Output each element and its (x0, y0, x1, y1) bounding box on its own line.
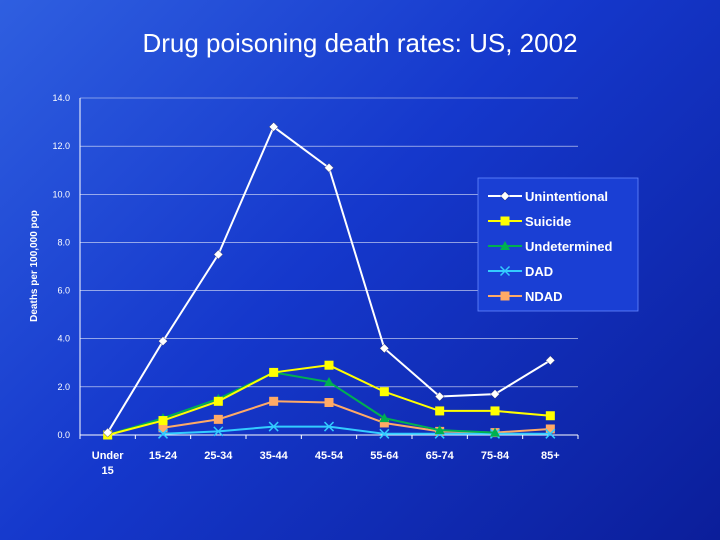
data-point (500, 191, 510, 201)
data-point (269, 367, 279, 377)
series-unintentional (102, 122, 556, 438)
series-line (107, 371, 496, 436)
y-tick-label: 10.0 (52, 189, 70, 199)
data-point (324, 398, 334, 408)
data-point (158, 416, 168, 426)
legend-entry: NDAD (488, 289, 563, 304)
data-point-stroke (379, 428, 390, 439)
data-point (545, 355, 556, 366)
legend-entry: Unintentional (488, 189, 608, 204)
legend-label: Undetermined (525, 239, 612, 254)
y-tick-label: 6.0 (57, 286, 70, 296)
data-point (434, 425, 445, 435)
legend-label: NDAD (525, 289, 563, 304)
data-point (213, 396, 223, 406)
data-point (213, 249, 224, 260)
data-point (500, 241, 510, 250)
y-tick-label: 12.0 (52, 141, 70, 151)
data-point (102, 427, 113, 438)
y-tick-label: 4.0 (57, 334, 70, 344)
data-point (268, 122, 279, 132)
data-point (379, 387, 389, 397)
y-tick-label: 14.0 (52, 93, 70, 103)
legend-entry: Undetermined (488, 239, 612, 254)
data-point (500, 216, 510, 226)
data-point (324, 360, 334, 370)
data-point (500, 291, 510, 301)
data-point-stroke (268, 421, 279, 432)
y-tick-label: 2.0 (57, 382, 70, 392)
legend-entry: Suicide (488, 214, 571, 229)
x-tick-label: 85+ (541, 450, 560, 462)
data-point (434, 391, 445, 402)
data-point (379, 428, 390, 439)
series-lines (102, 122, 556, 440)
data-point (213, 414, 223, 424)
data-point (490, 427, 500, 437)
data-point (545, 428, 556, 439)
axes: 0.0 2.0 4.0 6.0 8.0 10.0 12.0 14.0 Under 15 15-24 2… (29, 93, 579, 477)
x-tick-label: 65-74 (426, 450, 455, 462)
data-point-stroke (545, 428, 556, 439)
data-point (435, 406, 445, 416)
data-point-stroke (213, 426, 224, 437)
data-point (379, 413, 390, 423)
x-tick-label: 45-54 (315, 450, 344, 462)
data-point (157, 428, 169, 439)
data-point (545, 424, 555, 434)
series-dad (157, 421, 556, 439)
y-axis-label: Deaths per 100,000 pop (29, 210, 40, 322)
x-tick-label: 35-44 (260, 450, 289, 462)
data-point (158, 336, 168, 346)
x-tick-label: 75-84 (481, 450, 510, 462)
data-point (324, 377, 334, 387)
x-tick-label: 25-34 (204, 450, 233, 462)
data-point-stroke (499, 265, 511, 277)
y-tick-label: 8.0 (57, 237, 70, 247)
data-point-stroke (157, 428, 169, 439)
legend-label: Unintentional (525, 189, 608, 204)
data-point (499, 265, 511, 277)
data-point (490, 406, 500, 416)
data-point (269, 396, 279, 406)
x-tick-label: 15-24 (149, 450, 178, 462)
data-point (324, 162, 334, 173)
legend: Unintentional Suicide Undetermined DAD NDAD (477, 177, 639, 312)
legend-label: DAD (525, 264, 553, 279)
data-point (213, 426, 224, 437)
x-tick-label: 55-64 (370, 450, 399, 462)
data-point (379, 343, 390, 354)
data-point (545, 411, 555, 421)
legend-entry: DAD (488, 264, 553, 279)
data-point-stroke (323, 421, 335, 432)
data-point (379, 418, 389, 428)
data-point (158, 423, 168, 433)
slide-title: Drug poisoning death rates: US, 2002 (142, 28, 578, 58)
y-tick-label: 0.0 (57, 430, 70, 440)
series-suicide (103, 360, 555, 440)
x-tick-label: Under 15 (92, 450, 125, 477)
data-point (323, 421, 335, 432)
data-point (490, 389, 500, 399)
data-point (268, 421, 279, 432)
legend-label: Suicide (525, 214, 571, 229)
series-line (162, 425, 551, 435)
